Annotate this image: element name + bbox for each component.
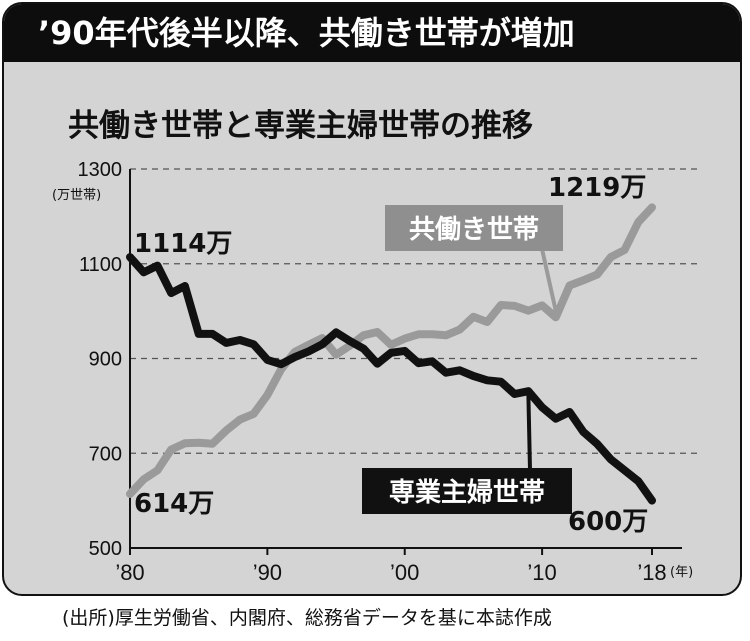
dual-series-label: 共働き世帯 — [409, 215, 539, 245]
chart-title: 共働き世帯と専業主婦世帯の推移 — [68, 108, 533, 144]
annotation-dual-last: 1219万 — [548, 173, 646, 203]
dual-label-leader — [538, 239, 558, 312]
series-line-1 — [126, 253, 656, 505]
y-axis-unit: (万世帯) — [52, 188, 101, 203]
series-line-0 — [126, 203, 656, 498]
housewife-series-label: 専業主婦世帯 — [389, 478, 545, 508]
y-tick-label: 1300 — [78, 159, 123, 181]
annotation-dual-first: 614万 — [134, 489, 214, 519]
annotation-housewife-last: 600万 — [568, 507, 648, 537]
x-tick-label: ’90 — [253, 560, 282, 585]
housewife-label-leader — [526, 393, 532, 471]
x-tick-label: ’80 — [115, 560, 144, 585]
x-tick-label: ’00 — [390, 560, 419, 585]
y-tick-label: 900 — [89, 349, 122, 371]
y-tick-label: 500 — [89, 538, 122, 560]
housewife-label-box — [362, 468, 572, 514]
source-note: (出所)厚生労働省、内閣府、総務省データを基に本誌作成 — [62, 607, 552, 629]
x-axis-unit: (年) — [670, 565, 693, 580]
x-tick-label: ’10 — [527, 560, 556, 585]
headline: ’90年代後半以降、共働き世帯が増加 — [4, 4, 740, 62]
dual-label-box — [385, 205, 563, 251]
y-tick-label: 1100 — [79, 254, 122, 276]
annotation-housewife-first: 1114万 — [134, 229, 232, 259]
x-tick-label: ’18 — [637, 560, 666, 585]
y-tick-label: 700 — [89, 443, 122, 465]
